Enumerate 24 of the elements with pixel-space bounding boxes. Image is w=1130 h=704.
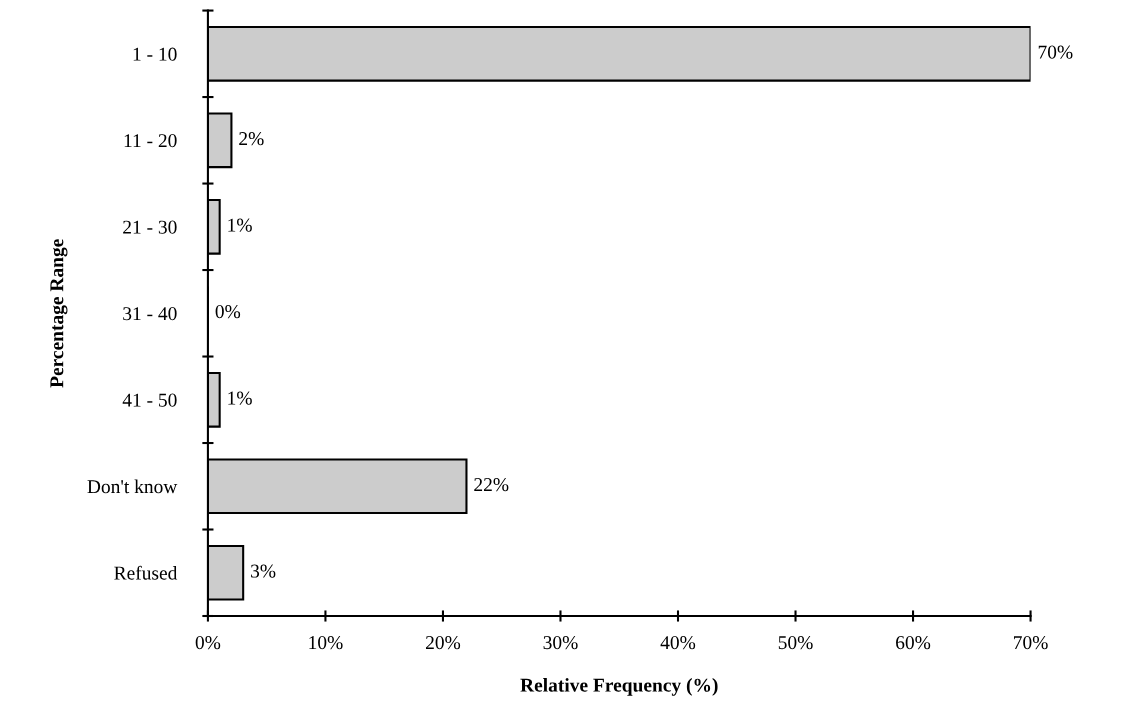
y-tick-label: 1 - 10 (133, 47, 177, 61)
y-tick-label: 21 - 30 (123, 220, 177, 234)
y-tick-label: 11 - 20 (124, 134, 177, 148)
x-axis-title: Relative Frequency (%) (520, 678, 718, 696)
y-axis-title: Percentage Range (50, 239, 68, 388)
data-label: 22% (474, 478, 509, 492)
data-label: 70% (1038, 45, 1073, 59)
data-label: 3% (251, 564, 276, 578)
x-tick-label: 30% (543, 636, 578, 650)
x-tick-label: 40% (660, 636, 696, 650)
x-tick-label: 60% (896, 636, 931, 650)
data-label: 1% (228, 391, 252, 405)
x-tick-label: 70% (1014, 636, 1048, 650)
x-tick-label: 20% (425, 636, 461, 650)
x-tick-label: 50% (778, 636, 813, 650)
data-label: 1% (228, 218, 252, 232)
y-tick-label: 31 - 40 (123, 307, 177, 321)
x-tick-label: 0% (195, 636, 221, 650)
data-label: 0% (215, 305, 241, 319)
y-tick-label: Don't know (87, 479, 178, 494)
data-label: 2% (239, 132, 264, 146)
y-tick-label: 41 - 50 (122, 393, 177, 407)
y-tick-label: Refused (114, 565, 178, 580)
x-tick-label: 10% (309, 636, 343, 650)
